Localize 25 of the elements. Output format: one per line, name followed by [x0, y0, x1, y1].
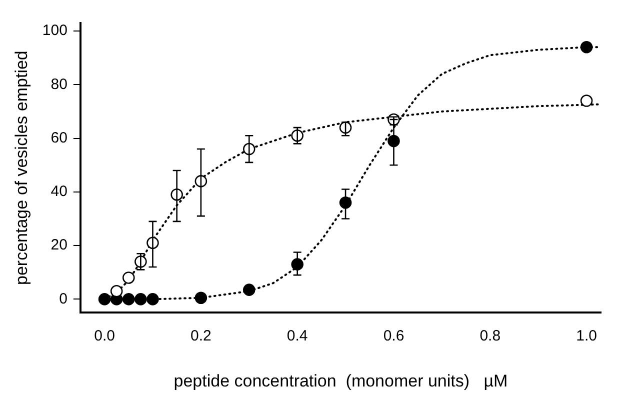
- y-tick-label: 100: [42, 22, 68, 40]
- x-tick-label: 0.0: [94, 328, 115, 345]
- x-tick-label: 0.4: [286, 328, 308, 345]
- point: [134, 293, 147, 306]
- point: [122, 272, 135, 284]
- x-tick-label: 0.8: [480, 328, 501, 345]
- x-tick-label: 0.2: [190, 328, 212, 345]
- x-axis-title: peptide concentration (monomer units) µM: [174, 371, 508, 390]
- x-tick-label: 0.6: [383, 328, 404, 345]
- y-tick-label: 0: [59, 290, 68, 308]
- point: [146, 293, 159, 306]
- point: [339, 196, 352, 209]
- y-tick-label: 80: [50, 76, 68, 93]
- y-axis-title: percentage of vesicles emptied: [12, 50, 31, 285]
- y-tick-label: 60: [50, 129, 68, 146]
- point: [194, 292, 208, 304]
- point: [98, 293, 111, 306]
- point: [580, 94, 593, 107]
- point: [580, 40, 593, 54]
- point: [122, 293, 135, 306]
- y-tick-label: 20: [50, 236, 68, 254]
- x-tick-label: 1.0: [576, 328, 597, 345]
- point: [242, 284, 256, 296]
- y-tick-label: 40: [50, 183, 68, 200]
- point: [110, 285, 123, 298]
